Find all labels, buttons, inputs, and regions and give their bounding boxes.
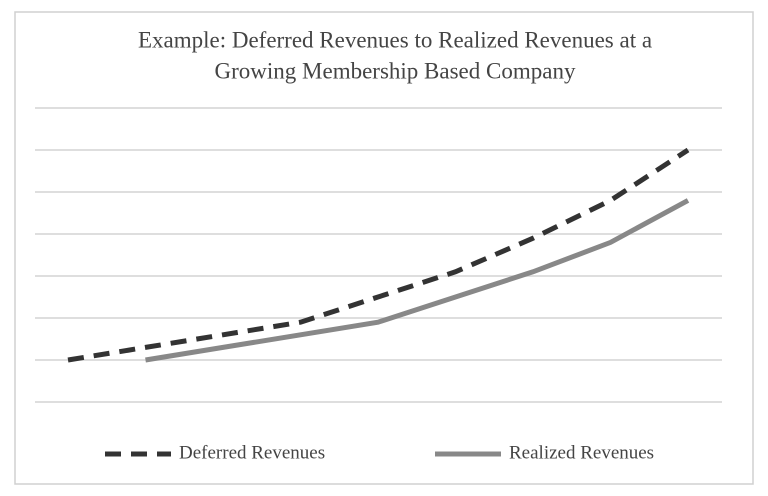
legend-label: Deferred Revenues [179,442,325,463]
legend-label: Realized Revenues [509,442,654,463]
series-line [145,198,690,363]
chart-frame [14,11,754,485]
chart-title: Example: Deferred Revenues to Realized R… [138,27,652,52]
chart-title: Growing Membership Based Company [215,58,576,83]
series-line [67,147,690,363]
